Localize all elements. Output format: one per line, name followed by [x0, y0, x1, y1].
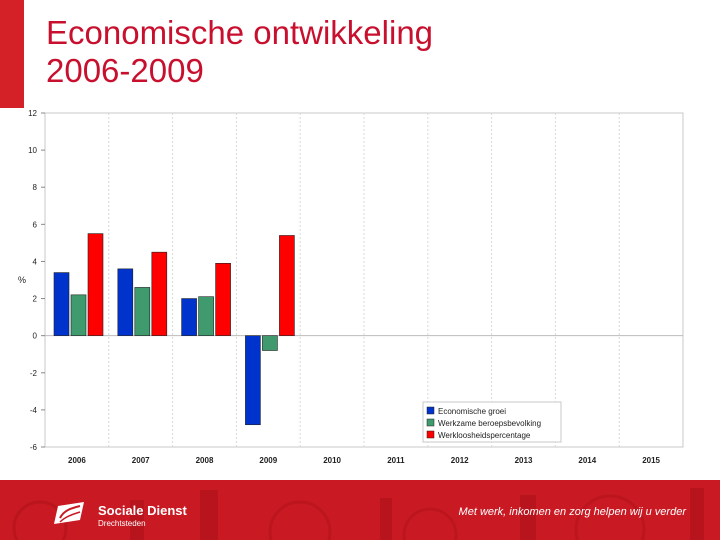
legend-swatch [426, 406, 435, 415]
accent-bar [0, 0, 24, 108]
y-tick-label: -4 [30, 406, 38, 415]
y-tick-label: 6 [33, 220, 38, 229]
x-tick-label: 2012 [451, 456, 469, 465]
legend-label: Werkzame beroepsbevolking [438, 419, 541, 428]
y-tick-label: 4 [33, 257, 38, 266]
plot-area [44, 112, 684, 448]
bar-werkloosheidspercentage [215, 263, 231, 336]
y-axis-label: % [18, 275, 26, 285]
y-tick-label: 8 [33, 183, 38, 192]
y-tick-label: -2 [30, 369, 38, 378]
bar-chart: 12 10 8 6 4 2 0 -2 -4 -6% 2006 2007 2008 2009 2010 2011… [18, 109, 684, 465]
bar-economische-groei [181, 298, 197, 336]
x-tick-label: 2013 [515, 456, 533, 465]
x-tick-label: 2007 [132, 456, 150, 465]
brand-name: Sociale Dienst [98, 503, 187, 518]
bar-werkzame-beroepsbevolking [198, 296, 214, 336]
sociale-dienst-logo-icon [54, 502, 84, 524]
legend-label: Economische groei [438, 407, 506, 416]
x-tick-label: 2010 [323, 456, 341, 465]
legend-label: Werkloosheidspercentage [438, 431, 531, 440]
bar-economische-groei [245, 335, 261, 426]
brand-sub: Drechtsteden [98, 519, 146, 528]
legend [422, 401, 562, 443]
legend-swatch [426, 418, 435, 427]
x-tick-label: 2014 [578, 456, 596, 465]
footer-slogan: Met werk, inkomen en zorg helpen wij u v… [458, 506, 686, 518]
legend-swatch [426, 430, 435, 439]
y-tick-label: 2 [33, 295, 38, 304]
title-line-1: Economische ontwikkeling [46, 14, 434, 51]
x-tick-label: 2009 [259, 456, 277, 465]
x-tick-label: 2006 [68, 456, 86, 465]
bar-economische-groei [117, 268, 134, 336]
x-tick-label: 2008 [196, 456, 214, 465]
x-tick-label: 2015 [642, 456, 660, 465]
bar-werkzame-beroepsbevolking [262, 335, 278, 351]
y-tick-label: -6 [30, 443, 38, 452]
footer-banner [0, 480, 720, 540]
bar-werkzame-beroepsbevolking [134, 287, 151, 336]
brand: Sociale Dienst Drechtsteden [98, 504, 187, 530]
bar-economische-groei [53, 272, 70, 336]
y-tick-label: 10 [28, 146, 37, 155]
bar-werkzame-beroepsbevolking [70, 294, 87, 336]
bar-werkloosheidspercentage [151, 251, 168, 336]
page-title: Economische ontwikkeling 2006-2009 [46, 14, 433, 90]
title-line-2: 2006-2009 [46, 52, 204, 89]
x-tick-label: 2011 [387, 456, 405, 465]
bar-werkloosheidspercentage [87, 233, 104, 336]
y-tick-label: 12 [28, 109, 37, 118]
y-tick-label: 0 [33, 332, 38, 341]
street-photo-decoration [0, 480, 720, 540]
bar-werkloosheidspercentage [279, 235, 295, 336]
